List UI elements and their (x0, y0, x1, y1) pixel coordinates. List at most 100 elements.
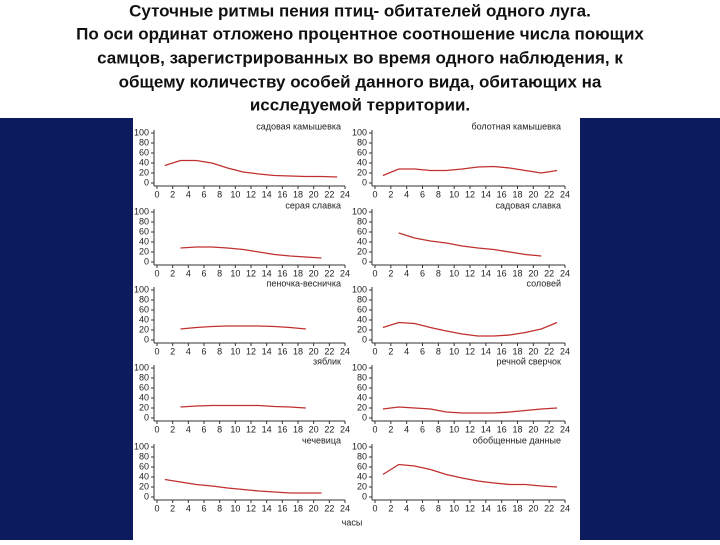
y-tick-label: 20 (357, 481, 367, 491)
trend-line (164, 159, 338, 178)
title-line: самцов, зарегистрированных во время одно… (97, 48, 623, 67)
y-tick-label: 40 (357, 236, 367, 246)
x-tick-label: 10 (230, 189, 240, 199)
x-tick-label: 10 (230, 424, 240, 434)
title-line: общему количеству особей данного вида, о… (119, 72, 602, 91)
x-tick-label: 14 (262, 424, 272, 434)
x-tick-label: 8 (217, 189, 222, 199)
y-tick-label: 100 (134, 206, 149, 216)
y-tick-label: 60 (357, 147, 367, 157)
x-tick-label: 0 (372, 503, 377, 513)
x-tick-label: 2 (388, 268, 393, 278)
x-tick-label: 0 (372, 268, 377, 278)
y-tick-label: 40 (357, 157, 367, 167)
x-tick-label: 12 (465, 424, 475, 434)
x-tick-label: 18 (512, 503, 522, 513)
x-tick-label: 8 (217, 503, 222, 513)
x-tick-label: 10 (449, 424, 459, 434)
x-tick-label: 8 (217, 424, 222, 434)
x-tick-label: 20 (528, 189, 538, 199)
title-line: Суточные ритмы пения птиц- обитателей од… (129, 1, 591, 20)
y-tick-label: 100 (134, 284, 149, 294)
x-tick-label: 2 (170, 424, 175, 434)
x-tick-label: 20 (309, 189, 319, 199)
y-tick-label: 0 (144, 177, 149, 187)
x-tick-label: 12 (465, 346, 475, 356)
x-tick-label: 14 (262, 503, 272, 513)
x-tick-label: 4 (186, 189, 191, 199)
x-tick-label: 12 (465, 503, 475, 513)
x-tick-label: 8 (436, 189, 441, 199)
chart-title: чечевица (302, 435, 341, 445)
y-tick-label: 80 (139, 137, 149, 147)
y-tick-label: 60 (357, 226, 367, 236)
x-tick-label: 22 (324, 268, 334, 278)
x-tick-label: 14 (262, 268, 272, 278)
x-tick-label: 16 (277, 268, 287, 278)
x-tick-label: 18 (293, 424, 303, 434)
x-tick-label: 22 (544, 268, 554, 278)
x-tick-label: 6 (420, 346, 425, 356)
y-tick-label: 40 (139, 392, 149, 402)
x-tick-label: 24 (340, 189, 350, 199)
trend-line (180, 404, 306, 409)
x-tick-label: 16 (277, 424, 287, 434)
x-tick-label: 10 (230, 268, 240, 278)
title-line: исследуемой территории. (250, 95, 470, 114)
y-tick-label: 40 (139, 157, 149, 167)
y-tick-label: 80 (357, 216, 367, 226)
y-tick-label: 60 (139, 461, 149, 471)
x-tick-label: 8 (217, 346, 222, 356)
chart-title: обобщенные данные (473, 435, 561, 445)
y-tick-label: 100 (134, 127, 149, 137)
trend-line (398, 232, 542, 257)
x-tick-label: 24 (560, 424, 570, 434)
x-tick-label: 20 (309, 503, 319, 513)
x-tick-label: 22 (324, 189, 334, 199)
x-tick-label: 22 (544, 189, 554, 199)
x-tick-label: 4 (404, 189, 409, 199)
x-tick-label: 0 (154, 268, 159, 278)
y-tick-label: 20 (357, 324, 367, 334)
chart-title: речной сверчок (496, 356, 561, 366)
y-tick-label: 80 (139, 372, 149, 382)
x-tick-label: 16 (277, 503, 287, 513)
y-tick-label: 100 (134, 441, 149, 451)
x-axis-label: часы (342, 517, 363, 527)
x-tick-label: 2 (170, 346, 175, 356)
x-tick-label: 22 (544, 503, 554, 513)
y-tick-label: 0 (362, 177, 367, 187)
x-tick-label: 12 (246, 424, 256, 434)
x-tick-label: 6 (420, 424, 425, 434)
x-tick-label: 20 (528, 503, 538, 513)
y-tick-label: 60 (139, 226, 149, 236)
x-tick-label: 10 (230, 503, 240, 513)
x-tick-label: 8 (436, 346, 441, 356)
y-tick-label: 80 (139, 294, 149, 304)
chart-title: серая славка (285, 200, 341, 210)
y-tick-label: 80 (139, 216, 149, 226)
x-tick-label: 0 (154, 424, 159, 434)
x-tick-label: 18 (293, 268, 303, 278)
x-tick-label: 2 (388, 189, 393, 199)
y-tick-label: 80 (357, 372, 367, 382)
x-tick-label: 10 (449, 268, 459, 278)
y-tick-label: 100 (352, 127, 367, 137)
x-tick-label: 12 (465, 268, 475, 278)
x-tick-label: 18 (512, 424, 522, 434)
x-tick-label: 0 (154, 503, 159, 513)
x-tick-label: 24 (340, 268, 350, 278)
y-tick-label: 40 (357, 314, 367, 324)
chart-title: зяблик (313, 356, 341, 366)
x-tick-label: 6 (201, 346, 206, 356)
y-tick-label: 80 (357, 137, 367, 147)
x-tick-label: 4 (404, 268, 409, 278)
x-tick-label: 8 (436, 424, 441, 434)
x-tick-label: 0 (372, 346, 377, 356)
x-tick-label: 16 (277, 189, 287, 199)
y-tick-label: 0 (144, 256, 149, 266)
x-tick-label: 2 (170, 189, 175, 199)
y-tick-label: 40 (139, 471, 149, 481)
x-tick-label: 18 (512, 346, 522, 356)
